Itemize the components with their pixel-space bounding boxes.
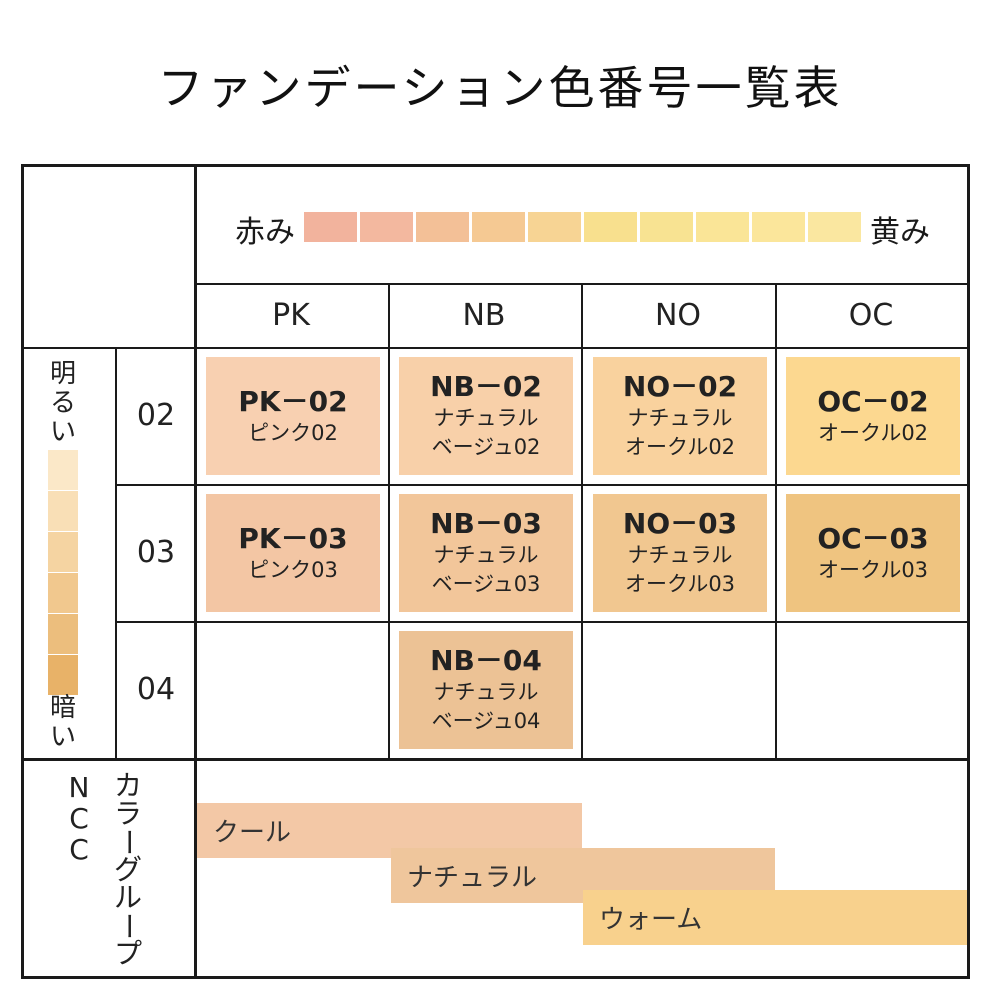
row-label-02: 02 (136, 398, 176, 433)
column-header-no: NO (654, 298, 702, 333)
vertical-char: グ (113, 853, 142, 886)
shade-code: OC－02 (817, 384, 929, 418)
grid-line-row04-bottom (21, 758, 970, 761)
shade-name: ピンク03 (248, 557, 338, 582)
scale-swatch (696, 212, 749, 242)
vertical-char: C (69, 802, 89, 835)
vertical-char: ラ (113, 797, 142, 830)
grid-line-col-2 (581, 283, 583, 760)
color-group-bar-warm: ウォーム (583, 890, 967, 945)
shade-name-line1: ナチュラル (627, 406, 733, 430)
column-header-oc: OC (848, 298, 894, 333)
scale-swatch (528, 212, 581, 242)
shade-name-line1: ナチュラル (433, 543, 539, 567)
row-label-03: 03 (136, 535, 176, 570)
vertical-char: ル (113, 881, 142, 914)
grid-line-row03-bottom (115, 621, 970, 623)
scale-swatch (472, 212, 525, 242)
brightness-top-char-1: 明 (49, 359, 76, 389)
grid-line-right (967, 164, 970, 979)
shade-cell-oc02: OC－02 オークル02 (786, 357, 960, 475)
column-header-pk: PK (272, 298, 310, 333)
brightness-bottom-char-1: 暗 (49, 693, 76, 723)
shade-cell-nb04: NB－04 ナチュラル ベージュ04 (399, 631, 573, 749)
shade-cell-pk02: PK－02 ピンク02 (206, 357, 380, 475)
grid-line-header-divider (194, 164, 197, 979)
shade-name: オークル02 (817, 420, 929, 445)
shade-name: ピンク02 (248, 420, 338, 445)
grid-line-col-1 (388, 283, 390, 760)
color-group-label: カラーグループ (112, 769, 145, 970)
shade-code: NB－03 (430, 507, 542, 540)
scale-swatch (808, 212, 861, 242)
vertical-char: C (69, 833, 89, 866)
scale-swatch (304, 212, 357, 242)
grid-line-columns-bottom (21, 347, 970, 349)
column-header-nb: NB (462, 298, 506, 333)
brightness-swatch (48, 532, 78, 572)
brightness-swatch (48, 655, 78, 695)
shade-cell-nb02: NB－02 ナチュラル ベージュ02 (399, 357, 573, 475)
shade-cell-pk03: PK－03 ピンク03 (206, 494, 380, 612)
shade-name-line2: ベージュ04 (431, 709, 541, 733)
brightness-swatch (48, 491, 78, 531)
shade-cell-nb03: NB－03 ナチュラル ベージュ03 (399, 494, 573, 612)
grid-line-col-3 (775, 283, 777, 760)
brightness-swatch (48, 450, 78, 490)
shade-code: OC－03 (817, 521, 929, 555)
grid-line-left (21, 164, 24, 979)
vertical-char: N (68, 771, 90, 804)
shade-name-line1: ナチュラル (433, 680, 539, 704)
shade-name-line1: ナチュラル (433, 406, 539, 430)
shade-name: オークル03 (817, 557, 929, 582)
page-title: ファンデーション色番号一覧表 (157, 61, 843, 115)
grid-line-bottom (21, 976, 970, 979)
grid-line-row02-bottom (115, 484, 970, 486)
row-label-04: 04 (136, 672, 176, 707)
shade-name-line2: ベージュ03 (431, 572, 541, 596)
shade-cell-oc03: OC－03 オークル03 (786, 494, 960, 612)
shade-cell-no03: NO－03 ナチュラル オークル03 (593, 494, 767, 612)
scale-swatch (416, 212, 469, 242)
brightness-bottom-label: 暗 い (48, 694, 78, 752)
brightness-bottom-char-2: い (49, 722, 76, 752)
brightness-top-char-3: い (49, 417, 76, 447)
brightness-swatch (48, 573, 78, 613)
brightness-swatch (48, 614, 78, 654)
shade-code: PK－02 (238, 384, 348, 418)
vertical-char: ー (112, 827, 145, 856)
scale-swatch (360, 212, 413, 242)
shade-code: NB－04 (430, 644, 542, 677)
vertical-char: ー (112, 911, 145, 940)
scale-left-label: 赤み (235, 215, 295, 250)
shade-code: NB－02 (430, 370, 542, 403)
brightness-top-char-2: る (49, 388, 76, 418)
scale-swatch (752, 212, 805, 242)
shade-code: NO－02 (622, 370, 738, 403)
shade-name-line2: オークル02 (624, 435, 736, 459)
scale-swatch (584, 212, 637, 242)
color-group-bar-label: クール (213, 818, 292, 848)
brightness-top-label: 明 る い (48, 360, 78, 447)
grid-line-rowlabel-divider (115, 347, 117, 760)
shade-name-line2: オークル03 (624, 572, 736, 596)
color-group-bar-label: ナチュラル (407, 863, 538, 893)
shade-code: PK－03 (238, 521, 348, 555)
scale-right-label: 黄み (870, 215, 930, 250)
grid-line-top (21, 164, 970, 167)
shade-cell-no02: NO－02 ナチュラル オークル02 (593, 357, 767, 475)
vertical-char: プ (113, 937, 142, 970)
vertical-char: カ (113, 769, 142, 802)
shade-code: NO－03 (622, 507, 738, 540)
shade-name-line1: ナチュラル (627, 543, 733, 567)
scale-swatch (640, 212, 693, 242)
color-group-bar-label: ウォーム (599, 905, 703, 935)
shade-name-line2: ベージュ02 (431, 435, 541, 459)
